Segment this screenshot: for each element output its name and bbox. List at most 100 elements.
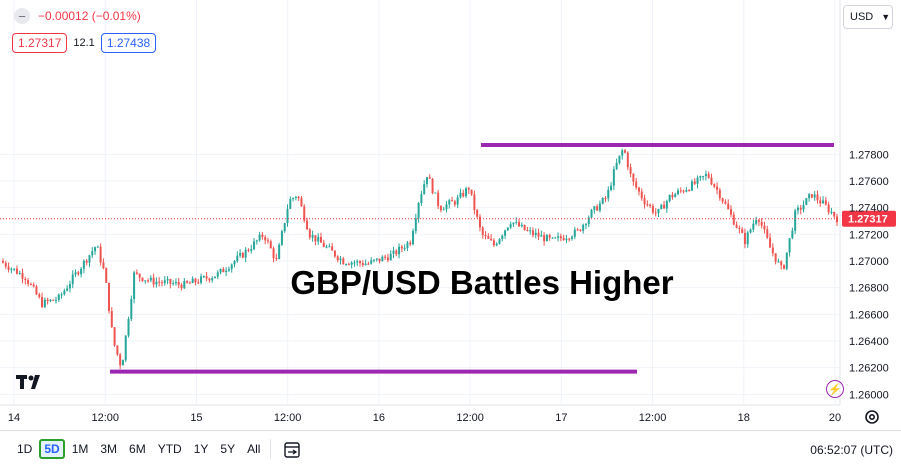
candle-body <box>612 169 615 186</box>
timeframe-5d-button[interactable]: 5D <box>39 439 65 459</box>
candle-body <box>66 288 69 291</box>
candle-body <box>743 232 746 245</box>
candle-body <box>4 262 7 267</box>
candle-body <box>18 272 21 274</box>
candle-body <box>498 239 501 244</box>
timeframe-all-button[interactable]: All <box>247 442 261 456</box>
candle-body <box>791 230 794 239</box>
currency-selector[interactable]: USD ▼ <box>843 5 893 29</box>
candle-body <box>325 246 328 248</box>
candle-body <box>607 190 610 199</box>
candle-body <box>124 335 127 361</box>
candle-body <box>54 299 57 301</box>
candle-body <box>412 230 415 245</box>
candle-body <box>328 246 331 248</box>
candle-body <box>400 246 403 249</box>
candle-body <box>308 229 311 238</box>
candle-body <box>77 272 80 275</box>
candle-body <box>428 177 431 179</box>
candle-body <box>551 237 554 239</box>
candle-body <box>520 224 523 227</box>
candle-body <box>735 224 738 228</box>
candle-body <box>409 242 412 245</box>
candle-body <box>710 177 713 185</box>
candle-body <box>624 150 627 153</box>
candle-body <box>802 204 805 210</box>
candle-body <box>774 253 777 262</box>
candle-body <box>808 194 811 199</box>
utc-clock[interactable]: 06:52:07 (UTC) <box>810 443 893 457</box>
tradingview-logo-icon[interactable] <box>16 373 46 391</box>
candle-body <box>82 260 85 269</box>
candle-body <box>85 260 88 263</box>
price-change: −0.00012 (−0.01%) <box>38 9 141 23</box>
candle-body <box>509 224 512 228</box>
timeframe-1m-button[interactable]: 1M <box>71 442 89 456</box>
candle-body <box>15 268 18 274</box>
timeframe-1y-button[interactable]: 1Y <box>193 442 209 456</box>
candle-body <box>598 203 601 211</box>
x-tick-label: 12:00 <box>639 412 667 424</box>
candle-body <box>130 299 133 319</box>
candle-body <box>512 222 515 225</box>
buy-price-button[interactable]: 1.27438 <box>100 33 157 53</box>
candle-body <box>470 189 473 195</box>
candle-body <box>810 194 813 198</box>
candle-body <box>135 272 138 274</box>
candle-body <box>604 197 607 199</box>
y-tick-label: 1.27400 <box>849 203 889 215</box>
candle-body <box>32 284 35 287</box>
candle-body <box>314 235 317 242</box>
candle-body <box>258 234 261 241</box>
candle-body <box>205 276 208 279</box>
candle-body <box>395 250 398 255</box>
candle-body <box>272 248 275 258</box>
compare-icon[interactable] <box>282 441 302 459</box>
candle-body <box>283 223 286 232</box>
candle-body <box>716 186 719 190</box>
y-tick-label: 1.27800 <box>849 149 889 161</box>
price-chart[interactable]: 1.27317 1.27800 1.27600 1.27400 1.27200 1.27… <box>0 0 901 430</box>
candle-body <box>481 227 484 236</box>
candle-body <box>827 204 830 213</box>
candle-body <box>172 283 175 285</box>
x-tick-label: 14 <box>8 412 20 424</box>
candle-body <box>749 229 752 233</box>
candle-body <box>785 252 788 269</box>
candle-body <box>71 274 74 285</box>
x-tick-label: 12:00 <box>456 412 484 424</box>
candle-body <box>696 177 699 184</box>
candle-body <box>501 235 504 240</box>
x-tick-label: 12:00 <box>91 412 119 424</box>
candle-body <box>378 258 381 262</box>
candle-body <box>110 311 113 328</box>
candle-body <box>364 263 367 266</box>
candle-body <box>297 196 300 199</box>
candle-body <box>777 261 780 263</box>
candle-body <box>727 203 730 210</box>
candle-body <box>459 192 462 198</box>
timeframe-3m-button[interactable]: 3M <box>100 442 118 456</box>
settings-icon[interactable] <box>863 408 881 426</box>
candle-body <box>721 198 724 202</box>
y-tick-label: 1.26400 <box>849 336 889 348</box>
timeframe-group: 1D 5D 1M 3M 6M YTD 1Y 5Y All <box>12 439 265 459</box>
minus-circle-icon[interactable]: − <box>14 8 30 24</box>
timeframe-5y-button[interactable]: 5Y <box>220 442 236 456</box>
candle-body <box>183 281 186 289</box>
candle-body <box>96 246 99 248</box>
candle-body <box>247 249 250 251</box>
lightning-icon[interactable]: ⚡ <box>826 380 844 398</box>
candle-body <box>163 280 166 284</box>
candle-body <box>225 270 228 273</box>
sell-price-button[interactable]: 1.27317 <box>12 33 68 53</box>
candle-body <box>250 249 253 251</box>
timeframe-6m-button[interactable]: 6M <box>129 442 146 456</box>
candle-body <box>548 235 551 238</box>
candle-body <box>677 190 680 195</box>
candle-body <box>596 206 599 211</box>
candle-body <box>241 252 244 258</box>
timeframe-ytd-button[interactable]: YTD <box>157 442 182 456</box>
timeframe-1d-button[interactable]: 1D <box>17 442 33 456</box>
y-tick-label: 1.27600 <box>849 176 889 188</box>
